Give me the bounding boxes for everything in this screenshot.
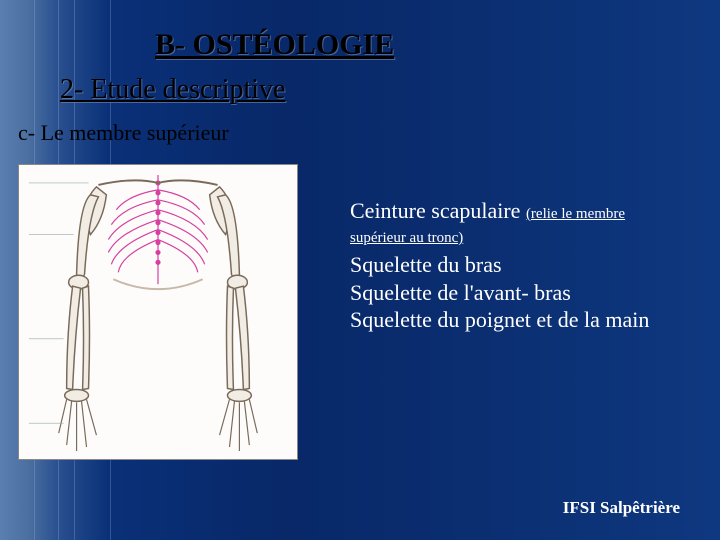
content-line-4: Squelette de l'avant- bras [350,279,702,307]
paren-part1: (relie le membre [526,206,625,222]
content-line-1: Ceinture scapulaire (relie le membre [350,198,702,224]
content-block: Ceinture scapulaire (relie le membre sup… [350,198,702,334]
ceinture-text: Ceinture scapulaire [350,198,526,223]
main-title: B- OSTÉOLOGIE [155,28,394,62]
content-line-5: Squelette du poignet et de la main [350,306,702,334]
anatomy-illustration [18,164,298,460]
content-line-3: Squelette du bras [350,251,702,279]
section-subtitle: c- Le membre supérieur [18,120,229,146]
footer-credit: IFSI Salpêtrière [563,498,680,518]
paren-part2: supérieur au tronc) [350,230,702,247]
sub-title: 2- Etude descriptive [60,74,285,106]
